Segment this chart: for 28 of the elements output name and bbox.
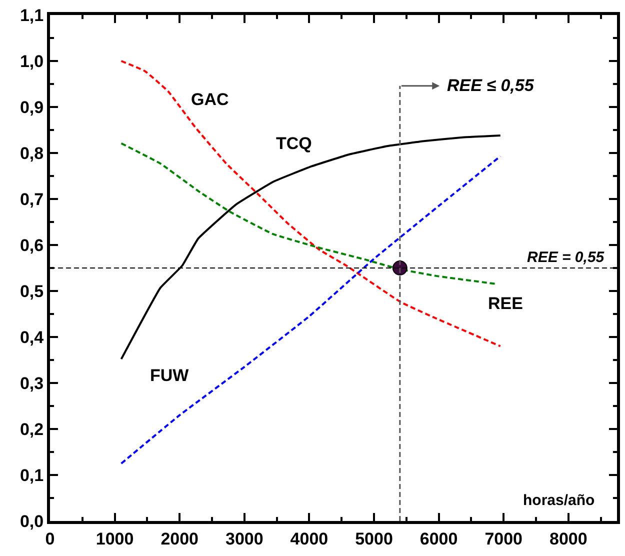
- x-tick-label: 0: [45, 529, 55, 548]
- x-tick-label: 2000: [160, 529, 199, 548]
- y-tick-label: 0,9: [20, 98, 44, 117]
- y-tick-label: 0,7: [20, 190, 44, 209]
- x-tick-label: 1000: [96, 529, 134, 548]
- ref-line-label: REE = 0,55: [527, 249, 605, 266]
- x-tick-label: 7000: [484, 529, 523, 548]
- series-label: FUW: [150, 366, 190, 385]
- x-tick-label: 8000: [549, 529, 588, 548]
- x-tick-label: 4000: [290, 529, 328, 548]
- x-tick-label: 3000: [225, 529, 264, 548]
- y-tick-label: 0,4: [20, 328, 44, 347]
- y-tick-label: 0,2: [20, 420, 44, 439]
- y-tick-label: 0,8: [20, 144, 44, 163]
- y-tick-label: 1,1: [20, 6, 44, 25]
- series-label: GAC: [191, 90, 229, 109]
- x-tick-label: 6000: [420, 529, 458, 548]
- x-axis-title: horas/año: [523, 492, 595, 509]
- y-tick-label: 0,1: [20, 466, 44, 485]
- series-label: TCQ: [276, 134, 312, 153]
- y-tick-label: 0,3: [20, 374, 44, 393]
- series-label: REE: [488, 294, 523, 313]
- y-tick-label: 0,6: [20, 236, 44, 255]
- ref-line-label: REE ≤ 0,55: [447, 76, 534, 95]
- y-tick-label: 0,5: [20, 282, 44, 301]
- y-tick-label: 0,0: [20, 512, 44, 531]
- y-tick-label: 1,0: [20, 52, 44, 71]
- x-tick-label: 5000: [355, 529, 393, 548]
